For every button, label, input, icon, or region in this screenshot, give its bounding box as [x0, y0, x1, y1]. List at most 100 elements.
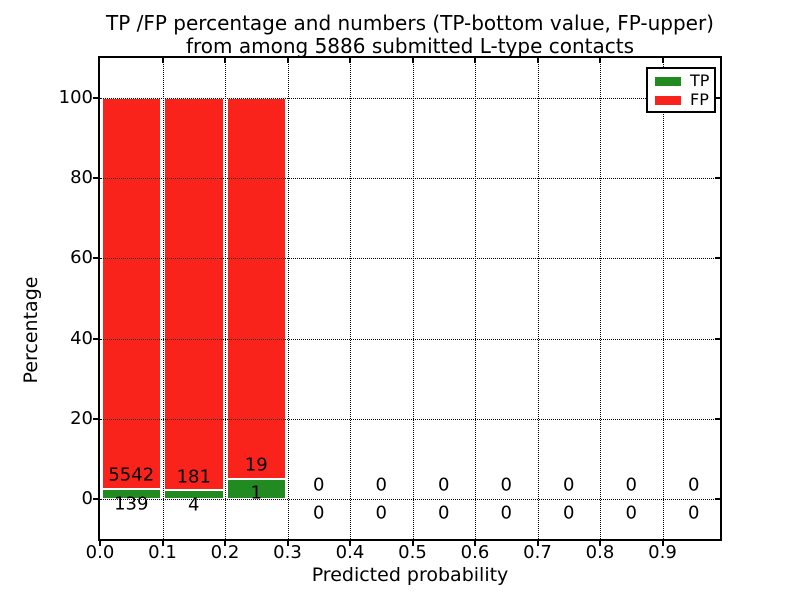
plot-area: 5542 139 181 4 19 1 0 0 0 0 0 0 0 0 0 0 0 0 0 0 TP FP [100, 58, 720, 539]
fp-count-label: 0 [313, 474, 325, 496]
x-axis-tick-top [661, 58, 664, 63]
legend-item: TP [648, 72, 714, 90]
y-tick-label: 60 [70, 247, 93, 269]
y-axis-tick-right [715, 337, 720, 340]
tp-count-label: 139 [114, 493, 149, 515]
x-axis-tick-top [224, 58, 226, 63]
vertical-gridline [537, 58, 539, 539]
y-tick-label: 0 [81, 487, 93, 509]
x-axis-tick [161, 540, 164, 546]
x-tick-label: 0.1 [148, 542, 177, 563]
fp-count-label: 19 [244, 454, 268, 476]
tp-bar-segment [226, 478, 286, 499]
x-tick-label: 0.6 [460, 542, 490, 563]
fp-bar-segment [226, 98, 286, 479]
fp-count-label: 5542 [108, 464, 155, 486]
vertical-gridline [662, 58, 664, 539]
y-axis-tick [93, 177, 98, 180]
x-tick-label: 0.5 [398, 542, 427, 563]
horizontal-gridline [100, 178, 720, 180]
horizontal-gridline [100, 98, 720, 100]
x-axis-tick-top [474, 58, 476, 63]
y-axis-tick-right [715, 97, 720, 100]
y-tick-label: 100 [58, 87, 93, 109]
y-axis-tick [93, 257, 98, 260]
y-axis-label: Percentage [20, 276, 42, 384]
tp-legend-swatch [655, 77, 681, 86]
x-axis-tick-top [349, 58, 351, 63]
y-tick-label: 40 [70, 327, 93, 349]
fp-bar-segment [164, 98, 224, 491]
tp-count-label: 1 [250, 482, 262, 504]
x-axis-tick [536, 540, 539, 546]
y-tick-label: 80 [70, 167, 93, 189]
x-tick-label: 0.2 [210, 542, 240, 563]
x-axis-tick [349, 540, 351, 546]
horizontal-gridline [100, 258, 720, 260]
y-axis-tick-right [715, 257, 720, 260]
tp-bar-segment [164, 490, 224, 499]
tp-count-label: 0 [625, 502, 637, 524]
chart-title-line2: from among 5886 submitted L-type contact… [185, 34, 635, 58]
fp-count-label: 181 [176, 466, 211, 488]
x-axis-tick-top [286, 58, 289, 63]
x-tick-label: 0.3 [273, 542, 302, 563]
x-axis-tick [661, 540, 664, 546]
x-axis-tick-top [411, 58, 414, 63]
x-axis-tick-top [599, 58, 601, 63]
legend-label: TP [690, 71, 710, 90]
tp-count-label: 0 [688, 502, 700, 524]
x-axis-tick [286, 540, 289, 546]
x-tick-label: 0.0 [85, 542, 115, 563]
vertical-gridline [162, 58, 164, 539]
x-tick-label: 0.8 [585, 542, 615, 563]
x-tick-label: 0.7 [523, 542, 552, 563]
tp-count-label: 0 [563, 502, 575, 524]
tp-count-label: 0 [438, 502, 450, 524]
tp-count-label: 0 [375, 502, 387, 524]
tp-count-label: 0 [313, 502, 325, 524]
y-axis-tick-right [715, 177, 720, 180]
fp-count-label: 0 [625, 474, 637, 496]
legend-label: FP [690, 90, 709, 109]
vertical-gridline [350, 58, 351, 539]
fp-count-label: 0 [438, 474, 450, 496]
tp-bar-segment [101, 489, 161, 499]
vertical-gridline [475, 58, 476, 539]
x-tick-label: 0.4 [335, 542, 365, 563]
horizontal-gridline [100, 338, 720, 340]
x-axis-tick-top [161, 58, 164, 63]
x-axis-tick [474, 540, 476, 546]
tp-count-label: 4 [188, 494, 200, 516]
y-axis-tick [93, 97, 98, 100]
x-tick-label: 0.9 [648, 542, 677, 563]
horizontal-gridline [100, 498, 720, 500]
x-axis-label: Predicted probability [311, 564, 509, 586]
x-axis-tick-top [536, 58, 539, 63]
y-axis-tick [93, 497, 98, 500]
chart-title-line1: TP /FP percentage and numbers (TP-bottom… [106, 11, 714, 35]
fp-bar-segment [101, 98, 161, 490]
vertical-gridline [225, 58, 226, 539]
x-axis-tick [411, 540, 414, 546]
vertical-gridline [412, 58, 414, 539]
fp-count-label: 0 [688, 474, 700, 496]
y-axis-tick [93, 417, 98, 420]
x-axis-tick [599, 540, 601, 546]
fp-count-label: 0 [563, 474, 575, 496]
horizontal-gridline [100, 418, 720, 420]
fp-count-label: 0 [375, 474, 387, 496]
x-axis-tick [224, 540, 226, 546]
fp-legend-swatch [655, 96, 681, 105]
y-tick-label: 20 [70, 407, 93, 429]
fp-count-label: 0 [500, 474, 512, 496]
tp-count-label: 0 [500, 502, 512, 524]
y-axis-tick [93, 337, 98, 340]
x-axis-tick [99, 540, 101, 546]
legend: TP FP [646, 67, 716, 113]
vertical-gridline [287, 58, 289, 539]
vertical-gridline [600, 58, 601, 539]
legend-item: FP [648, 91, 714, 109]
y-axis-tick-right [715, 417, 720, 420]
